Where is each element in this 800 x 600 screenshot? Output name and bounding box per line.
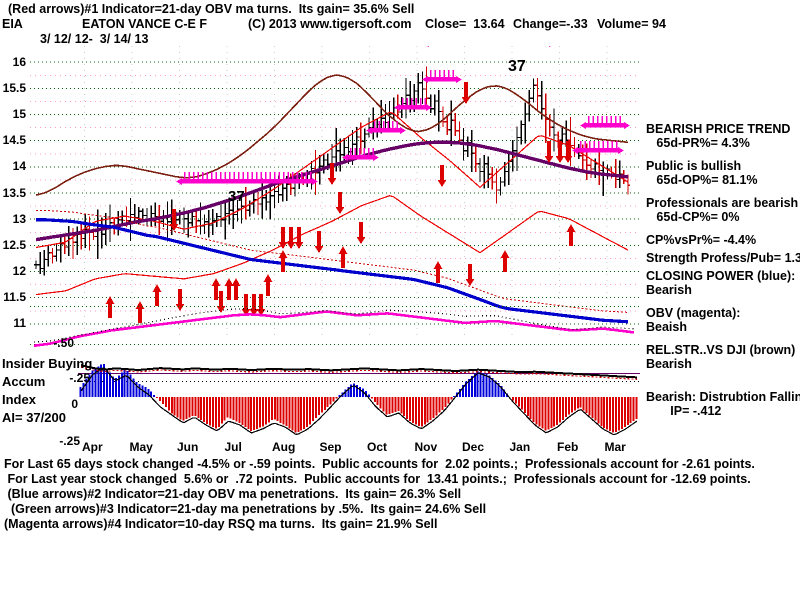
analysis-block-9: Bearish: Distrubtion Falling IP= -.412: [646, 390, 800, 418]
month-label-feb: Feb: [557, 440, 579, 454]
footer-line-1: For Last year stock changed 5.6% or .72 …: [4, 472, 751, 486]
analysis-side-panel: BEARISH PRICE TREND 65d-PR%= 4.3% Public …: [646, 122, 800, 432]
price-axis-tick-15: 15: [12, 107, 26, 122]
analysis-block-1-line2: 65d-OP%= 81.1%: [646, 173, 758, 187]
footer-line-4: (Magenta arrows)#4 Indicator=10-day RSQ …: [4, 517, 438, 531]
analysis-block-5: CLOSING POWER (blue): Bearish: [646, 269, 800, 297]
analysis-block-9-line2: IP= -.412: [646, 404, 722, 418]
analysis-block-0-line1: BEARISH PRICE TREND: [646, 122, 791, 136]
analysis-block-3: CP%vsPr%= -4.4%: [646, 233, 800, 247]
price-axis-tick-16: 16: [12, 54, 26, 69]
analysis-block-7: REL.STR..VS DJI (brown) Bearish: [646, 343, 800, 371]
footer-line-2: (Blue arrows)#2 Indicator=21-day OBV ma …: [4, 487, 462, 501]
analysis-block-4-line1: Strength Profess/Pub= 1.3: [646, 251, 800, 265]
analysis-block-0: BEARISH PRICE TREND 65d-PR%= 4.3%: [646, 122, 800, 150]
obv-axis-label-neg50: -.50: [53, 336, 74, 350]
analysis-block-6-line1: OBV (magenta):: [646, 306, 741, 320]
obv-panel-plot: [30, 300, 640, 360]
price-axis-tick-15-5: 15.5: [2, 80, 26, 95]
analysis-block-0-line2: 65d-PR%= 4.3%: [646, 136, 750, 150]
accum-index-plot: [78, 355, 640, 438]
price-axis-tick-14: 14: [12, 159, 26, 174]
index-label: Index: [2, 392, 36, 407]
ticker-symbol: EIA: [2, 17, 23, 31]
month-label-may: May: [129, 440, 153, 454]
analysis-block-2-line2: 65d-CP%= 0%: [646, 210, 740, 224]
analysis-block-1: Public is bullish 65d-OP%= 81.1%: [646, 159, 800, 187]
accum-axis-label-zero: 0: [71, 397, 78, 411]
analysis-block-6: OBV (magenta): Beaish: [646, 306, 800, 334]
analysis-block-8: [646, 380, 800, 390]
red-arrow-indicator-note: (Red arrows)#1 Indicator=21-day OBV ma t…: [8, 2, 415, 16]
change-value: Change=-.33: [513, 17, 588, 31]
price-axis-tick-11-5: 11.5: [3, 290, 26, 305]
price-axis-tick-14-5: 14.5: [2, 133, 26, 148]
month-label-aug: Aug: [272, 440, 296, 454]
volume-value: Volume= 94: [597, 17, 666, 31]
analysis-block-1-line1: Public is bullish: [646, 159, 742, 173]
analysis-block-9-line1: Bearish: Distrubtion Falling: [646, 390, 800, 404]
month-label-nov: Nov: [414, 440, 438, 454]
price-axis-tick-13-5: 13.5: [2, 185, 26, 200]
date-range: 3/ 12/ 12- 3/ 14/ 13: [40, 32, 149, 46]
svg-text:37: 37: [228, 188, 245, 205]
month-label-sep: Sep: [319, 440, 342, 454]
analysis-block-2: Professionals are bearish 65d-CP%= 0%: [646, 196, 800, 224]
footer-line-0: For Last 65 days stock changed -4.5% or …: [4, 457, 755, 471]
insider-buying-label: Insider Buying: [2, 356, 93, 371]
accum-label: Accum: [2, 374, 46, 389]
month-label-dec: Dec: [462, 440, 485, 454]
analysis-block-3-line1: CP%vsPr%= -4.4%: [646, 233, 757, 247]
price-axis-tick-11: 11: [13, 316, 26, 331]
analysis-block-6-line2: Beaish: [646, 320, 687, 334]
ai-value-label: AI= 37/200: [2, 410, 66, 425]
month-label-jun: Jun: [177, 440, 199, 454]
analysis-block-7-line2: Bearish: [646, 357, 692, 371]
month-label-jan: Jan: [509, 440, 531, 454]
price-axis-tick-13: 13: [12, 211, 26, 226]
month-label-jul: Jul: [224, 440, 242, 454]
svg-text:37: 37: [508, 58, 526, 75]
footer-line-3: (Green arrows)#3 Indicator=21-day ma pen…: [4, 502, 487, 516]
analysis-block-4: Strength Profess/Pub= 1.3: [646, 251, 800, 265]
price-axis-tick-12-5: 12.5: [2, 237, 26, 252]
price-chart-plot: 37 37: [30, 46, 640, 338]
company-name: EATON VANCE C-E F: [82, 17, 208, 31]
accum-axis-label-bottom: -.25: [59, 434, 80, 448]
month-label-mar: Mar: [604, 440, 626, 454]
close-value: Close= 13.64: [425, 17, 505, 31]
price-axis-tick-12: 12: [12, 264, 26, 279]
analysis-block-2-line1: Professionals are bearish: [646, 196, 799, 210]
copyright-notice: (C) 2013 www.tigersoft.com: [248, 17, 412, 31]
month-label-apr: Apr: [82, 440, 103, 454]
analysis-block-5-line1: CLOSING POWER (blue):: [646, 269, 796, 283]
month-label-oct: Oct: [367, 440, 388, 454]
analysis-block-7-line1: REL.STR..VS DJI (brown): [646, 343, 796, 357]
analysis-block-5-line2: Bearish: [646, 283, 692, 297]
accum-axis-label-top: -.25: [69, 371, 90, 385]
